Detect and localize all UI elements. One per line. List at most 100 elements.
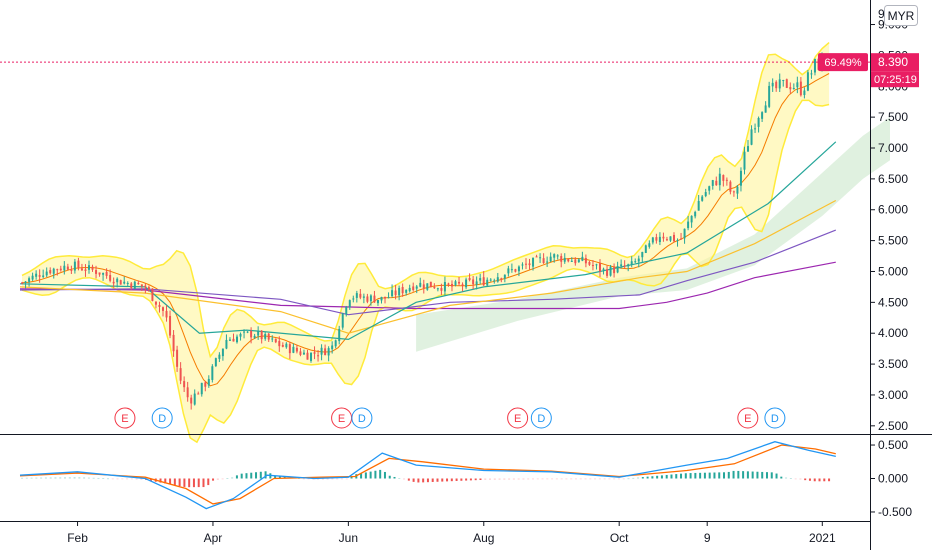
candle-body (598, 263, 601, 272)
macd-histogram-bar (627, 478, 630, 480)
event-marker-d[interactable] (530, 407, 552, 429)
event-marker-label: D (158, 413, 166, 425)
macd-histogram-bar (761, 471, 764, 479)
macd-histogram-bar (517, 478, 520, 480)
candle-body (123, 281, 126, 284)
candle-body (295, 347, 298, 352)
event-marker-e[interactable] (507, 407, 529, 429)
price-tick-label: 3.500 (878, 357, 908, 371)
macd-histogram-bar (589, 478, 592, 480)
price-change-label: 69.49% (824, 57, 862, 69)
bollinger-basis (21, 73, 830, 387)
macd-histogram-bar (379, 469, 382, 479)
macd-histogram-bar (221, 478, 224, 480)
candle-body (609, 266, 612, 276)
candle-body (584, 258, 587, 264)
candle-body (310, 352, 313, 361)
candle-body (257, 331, 260, 336)
macd-signal-line (19, 444, 836, 505)
currency-badge[interactable]: MYR (884, 5, 918, 26)
macd-histogram-bar (455, 478, 458, 481)
event-marker-d[interactable] (151, 407, 173, 429)
price-tick-label: 4.000 (878, 326, 908, 340)
macd-histogram-bar (164, 478, 167, 484)
candle-body (366, 296, 369, 302)
ichimoku-cloud (416, 117, 890, 352)
candle-body (126, 282, 129, 284)
candle-body (179, 368, 182, 381)
event-marker-d[interactable] (351, 407, 373, 429)
candle-body (634, 261, 637, 263)
candle-body (105, 271, 108, 276)
candle-body (391, 290, 394, 297)
macd-histogram-bar (383, 471, 386, 479)
macd-histogram-bar (321, 478, 324, 480)
price-tick-label: 6.500 (878, 172, 908, 186)
candle-body (549, 256, 552, 262)
candle-body (246, 331, 249, 333)
candle-body (813, 58, 816, 73)
candle-body (239, 333, 242, 337)
macd-histogram-bar (665, 474, 668, 479)
candle-body (764, 105, 767, 113)
macd-histogram-bar (202, 478, 205, 488)
candle-body (739, 170, 742, 186)
candle-body (665, 239, 668, 241)
event-marker-d[interactable] (764, 407, 786, 429)
macd-histogram-bar (54, 477, 57, 479)
candle-body (785, 79, 788, 88)
candle-body (708, 186, 711, 191)
candle-body (376, 299, 379, 304)
candle-body (810, 73, 813, 75)
candle-body (119, 280, 122, 285)
candle-body (211, 366, 214, 380)
event-marker-e[interactable] (114, 407, 136, 429)
candle-body (130, 283, 133, 289)
macd-histogram-bar (460, 478, 463, 481)
candle-body (109, 274, 112, 281)
candle-body (380, 296, 383, 301)
event-marker-e[interactable] (737, 407, 759, 429)
candle-body (355, 293, 358, 298)
macd-histogram-bar (331, 478, 334, 480)
candle-body (553, 254, 556, 258)
macd-histogram-bar (403, 478, 406, 480)
macd-histogram-bar (149, 478, 152, 481)
macd-histogram-bar (770, 472, 773, 479)
macd-histogram-bar (417, 478, 420, 483)
candle-body (722, 175, 725, 181)
candle-body (218, 354, 221, 359)
macd-histogram-bar (579, 478, 582, 480)
macd-histogram-bar (40, 477, 43, 479)
event-marker-label: E (744, 413, 751, 425)
candle-body (200, 382, 203, 395)
candle-body (782, 80, 785, 82)
candle-body (732, 191, 735, 193)
macd-histogram-bar (173, 478, 176, 486)
macd-histogram-bar (699, 472, 702, 479)
macd-histogram-bar (73, 477, 76, 479)
macd-histogram-bar (641, 477, 644, 479)
time-axis[interactable]: Feb Apr Jun Aug Oct 9 2021 (67, 521, 836, 545)
candle-body (570, 260, 573, 262)
macd-histogram-bar (264, 471, 267, 479)
candle-body (450, 283, 453, 287)
candle-body (595, 264, 598, 266)
macd-histogram-bar (608, 478, 611, 480)
macd-histogram-bar (479, 478, 482, 480)
event-marker-label: D (771, 413, 779, 425)
macd-histogram-bar (116, 478, 119, 480)
time-tick-label: Oct (610, 531, 629, 545)
candle-body (56, 269, 59, 271)
macd-histogram-bar (560, 478, 563, 480)
macd-histogram-bar (603, 478, 606, 480)
sma-long-line (19, 261, 836, 310)
candle-body (288, 344, 291, 354)
macd-histogram-bar (660, 475, 663, 479)
macd-histogram-bar (422, 478, 425, 483)
candle-body (658, 236, 661, 243)
macd-histogram-bar (64, 477, 67, 479)
macd-histogram-bar (718, 472, 721, 479)
